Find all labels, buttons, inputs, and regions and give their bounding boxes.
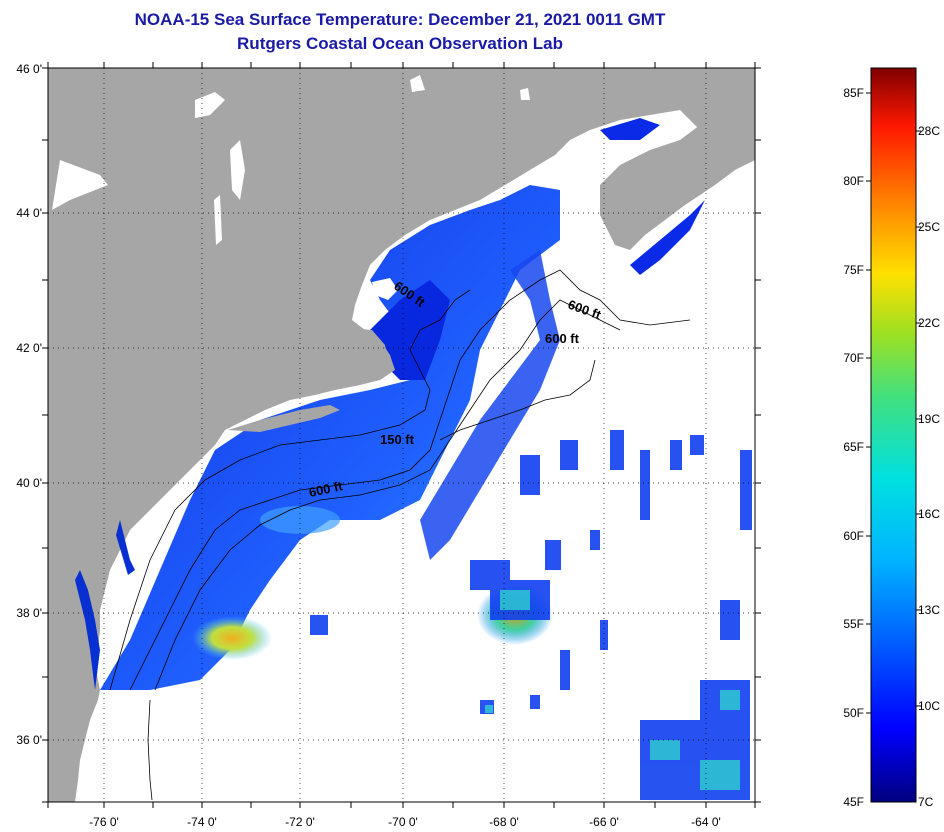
colorbar-c-label: 16C — [918, 507, 940, 521]
contour-label: 600 ft — [545, 331, 580, 346]
sst-fundy-patch — [600, 118, 660, 140]
land-cape-cod — [352, 328, 388, 372]
lon-tick-label: -74 0' — [187, 815, 217, 829]
colorbar-c-label: 13C — [918, 603, 940, 617]
depth-contours — [109, 269, 691, 801]
colorbar-ticks — [866, 92, 921, 714]
lat-tick-label: 38 0' — [16, 606, 42, 620]
colorbar-celsius-labels: 28C 25C 22C 19C 16C 13C 10C 7C — [918, 124, 940, 809]
inland-lakes — [52, 75, 530, 300]
sst-warm-scatter — [485, 590, 740, 790]
colorbar-c-label: 19C — [918, 412, 940, 426]
axis-ticks — [42, 62, 761, 808]
lat-tick-label: 46 0' — [16, 62, 42, 76]
chesapeake-bay — [75, 570, 100, 690]
land-nova-scotia — [600, 110, 755, 250]
land-long-island — [228, 405, 340, 432]
colorbar-f-label: 65F — [843, 440, 864, 454]
colorbar-f-label: 75F — [843, 263, 864, 277]
lat-tick-label: 40 0' — [16, 476, 42, 490]
sst-offshore-blue — [420, 250, 560, 560]
longitude-labels: -76 0' -74 0' -72 0' -70 0' -68 0' -66 0… — [89, 815, 721, 829]
lon-tick-label: -76 0' — [89, 815, 119, 829]
sst-scotian-patch — [630, 200, 705, 275]
sst-slope-water — [260, 506, 340, 534]
lon-tick-label: -66 0' — [589, 815, 619, 829]
colorbar-f-label: 50F — [843, 706, 864, 720]
colorbar-f-label: 85F — [843, 86, 864, 100]
colorbar-f-label: 45F — [843, 795, 864, 809]
lat-tick-label: 42 0' — [16, 341, 42, 355]
map-title: NOAA-15 Sea Surface Temperature: Decembe… — [134, 10, 666, 29]
map-border — [47, 67, 756, 803]
colorbar-c-label: 10C — [918, 699, 940, 713]
colorbar-c-label: 7C — [918, 795, 934, 809]
lon-tick-label: -68 0' — [489, 815, 519, 829]
lat-tick-label: 36 0' — [16, 733, 42, 747]
colorbar-c-label: 28C — [918, 124, 940, 138]
contour-label: 600 ft — [308, 478, 345, 500]
lon-tick-label: -64 0' — [691, 815, 721, 829]
map-subtitle: Rutgers Coastal Ocean Observation Lab — [237, 34, 563, 53]
contour-label: 150 ft — [380, 432, 415, 447]
colorbar-f-label: 55F — [843, 617, 864, 631]
colorbar-fahrenheit-labels: 85F 80F 75F 70F 65F 60F 55F 50F 45F — [843, 86, 864, 809]
colorbar-f-label: 60F — [843, 529, 864, 543]
lon-tick-label: -72 0' — [285, 815, 315, 829]
lon-tick-label: -70 0' — [388, 815, 418, 829]
sst-warm-core-1 — [192, 616, 272, 660]
colorbar — [870, 67, 917, 803]
colorbar-f-label: 70F — [843, 351, 864, 365]
colorbar-c-label: 25C — [918, 220, 940, 234]
land-us-east-coast — [48, 68, 755, 802]
latitude-labels: 46 0' 44 0' 42 0' 40 0' 38 0' 36 0' — [16, 62, 42, 747]
lat-tick-label: 44 0' — [16, 206, 42, 220]
colorbar-f-label: 80F — [843, 174, 864, 188]
delaware-bay — [116, 520, 135, 575]
colorbar-c-label: 22C — [918, 316, 940, 330]
